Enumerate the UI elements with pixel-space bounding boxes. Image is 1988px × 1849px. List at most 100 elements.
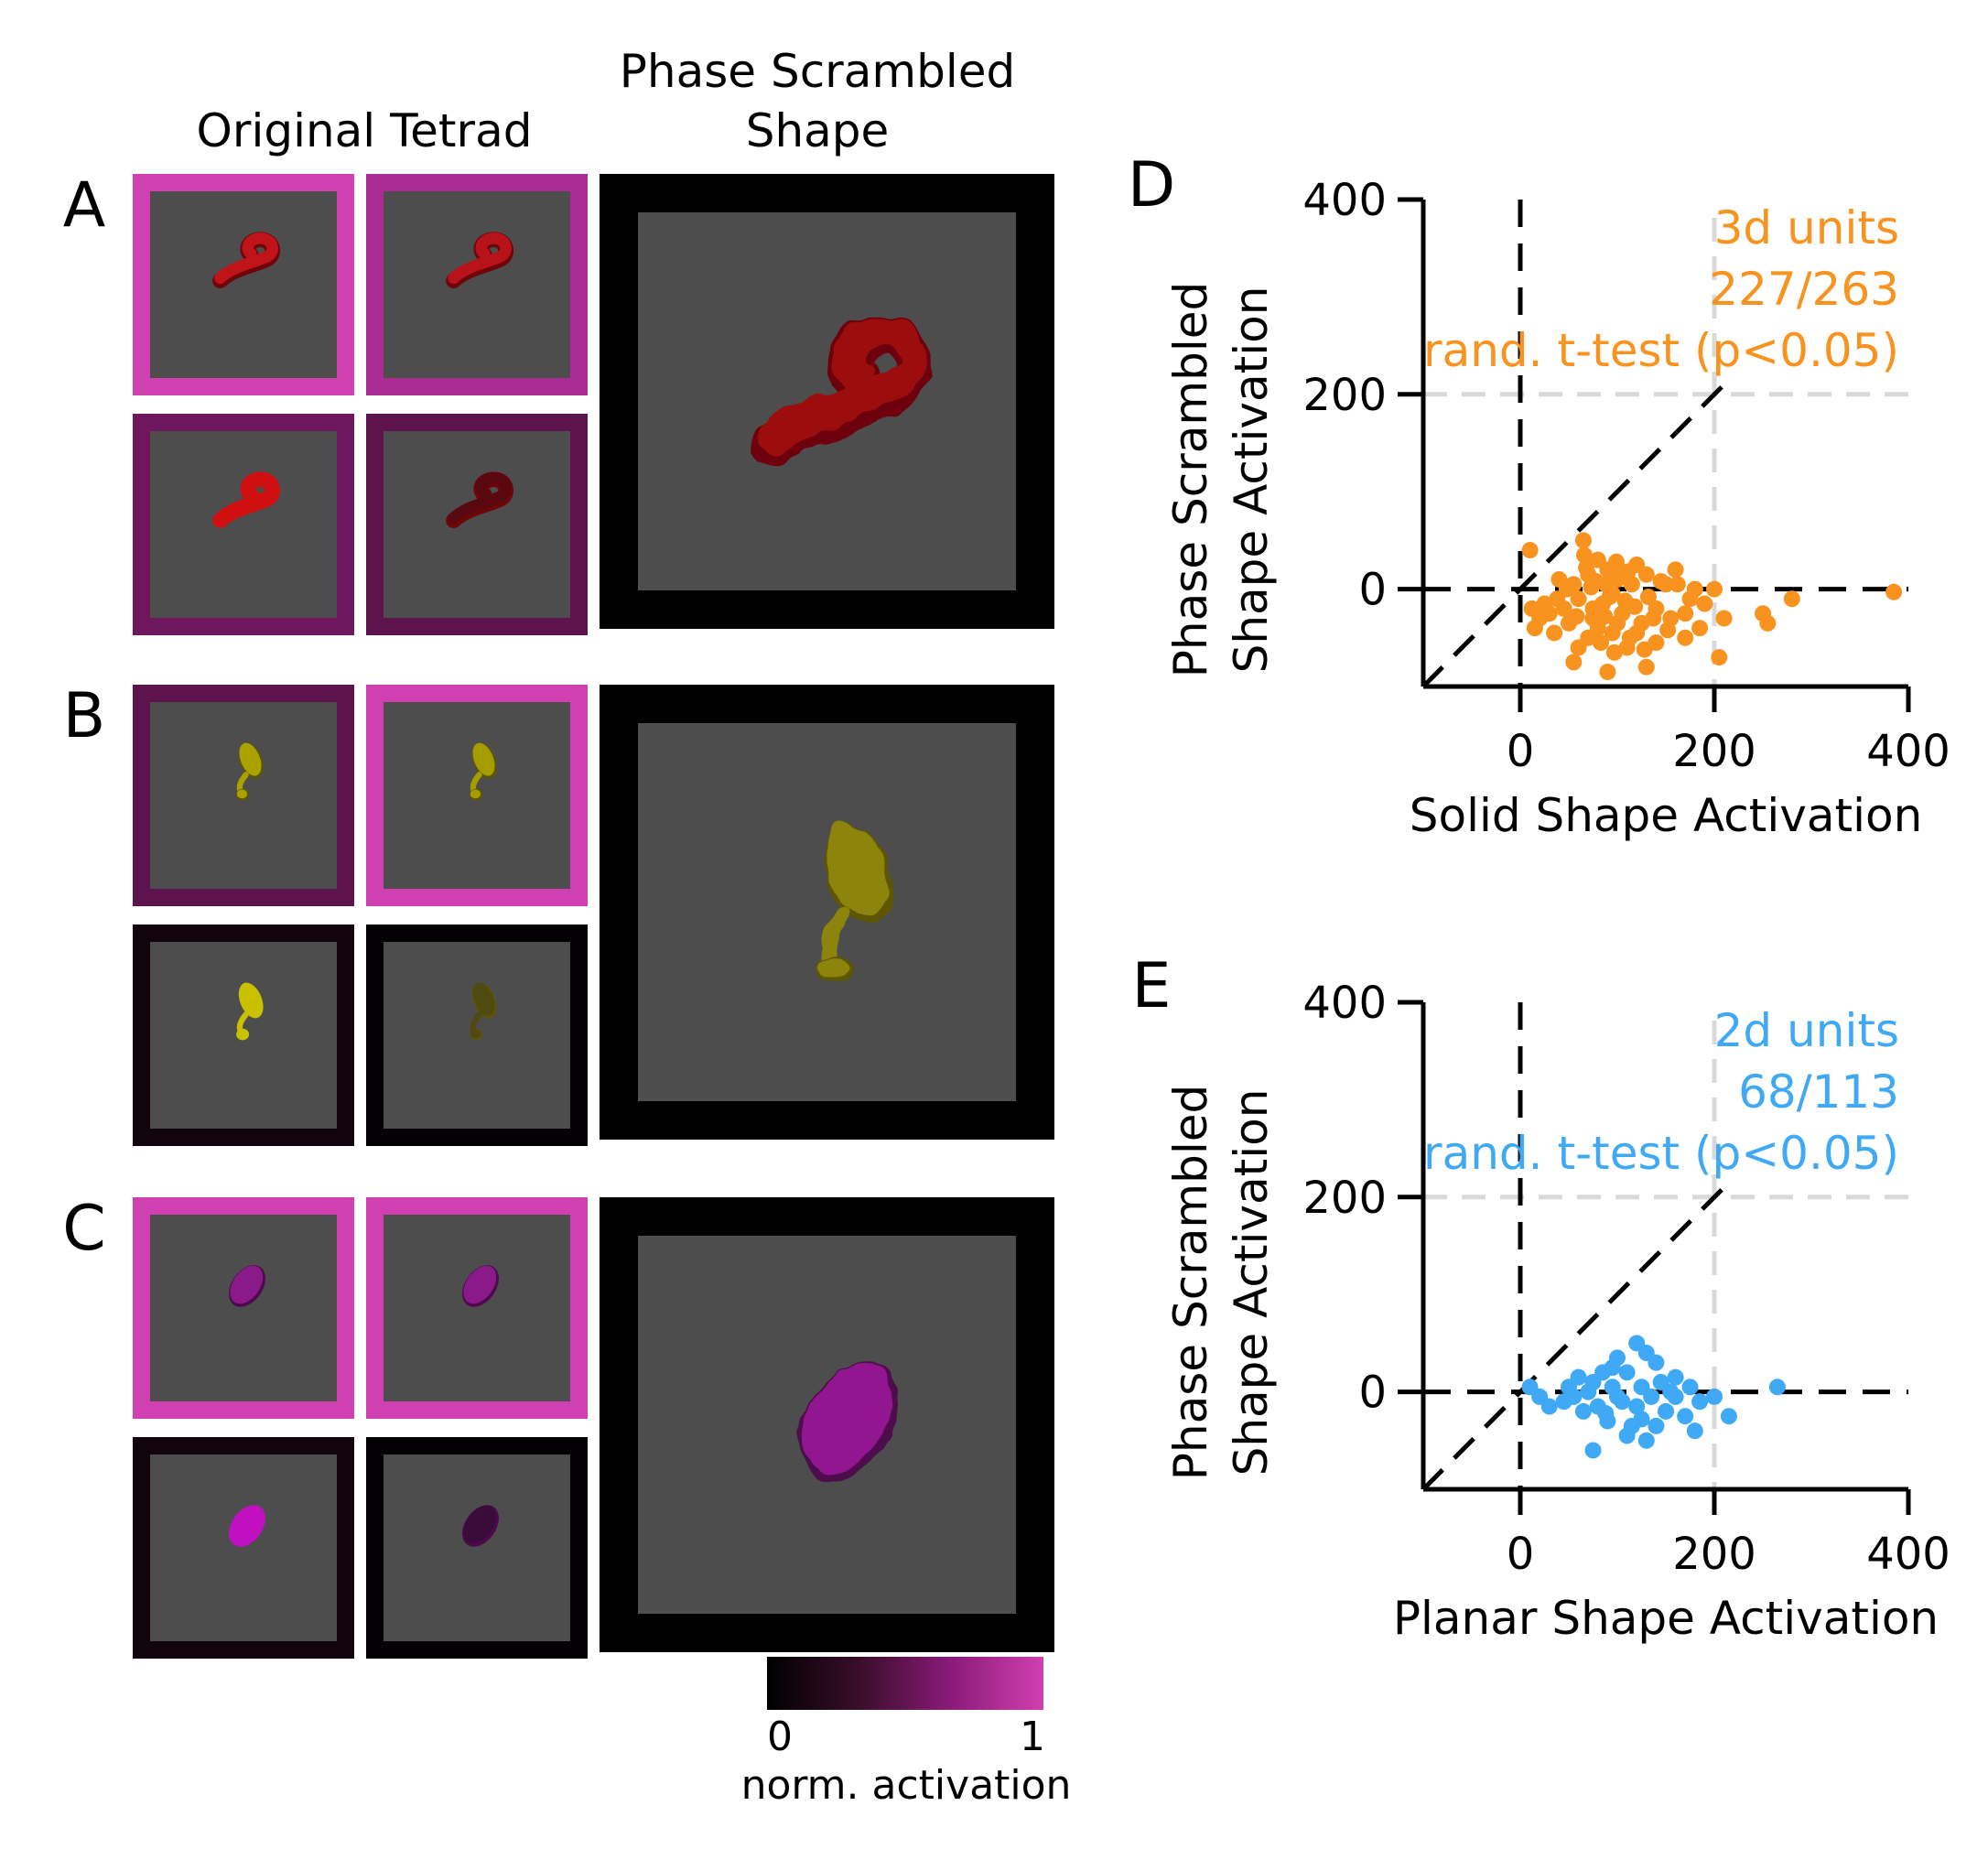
identity-line <box>1421 1185 1726 1491</box>
scatter-point <box>1583 578 1600 596</box>
tile-object <box>470 982 497 1041</box>
scatter-point <box>1570 590 1587 608</box>
panel-letter-c: C <box>62 1193 105 1265</box>
scatter-point <box>1667 1368 1684 1386</box>
scatter-point <box>1648 1417 1665 1434</box>
scatter-point <box>1574 1402 1592 1420</box>
scatter-point <box>1575 546 1593 564</box>
scatter-points <box>1521 532 1903 681</box>
y-axis-label-line1: Phase Scrambled <box>1164 282 1217 677</box>
scatter-point <box>1604 1359 1621 1376</box>
panel-letter-d: D <box>1128 149 1175 222</box>
scatter-point <box>1619 563 1637 580</box>
scatter-point <box>1645 610 1662 627</box>
scatter-point <box>1628 1398 1646 1415</box>
scatter-panel-e: E 0 200 400 0 200 400 Planar Shape Activation Ph… <box>1132 950 1950 1645</box>
tile-background <box>384 1454 570 1641</box>
annotation-line-3: rand. t-test (p<0.05) <box>1423 324 1899 377</box>
tetrad-tile <box>133 924 354 1146</box>
annotation-line-2: 227/263 <box>1709 263 1899 316</box>
tile-background <box>384 431 570 618</box>
tetrad-tile <box>133 414 354 635</box>
tetrad-tile <box>366 924 588 1146</box>
colorbar-label: norm. activation <box>741 1762 1072 1809</box>
tile-object <box>236 742 264 801</box>
panel-letter-a: A <box>63 169 106 242</box>
header-phase-scrambled-line1: Phase Scrambled <box>620 45 1015 98</box>
scatter-point <box>1677 1408 1694 1425</box>
scatter-points <box>1521 1335 1786 1459</box>
scatter-point <box>1618 1364 1636 1381</box>
scrambled-background <box>638 723 1016 1101</box>
scatter-point <box>1546 624 1563 642</box>
scrambled-object <box>796 1365 897 1478</box>
scatter-point <box>1521 542 1539 559</box>
scatter-point <box>1609 614 1626 632</box>
scatter-point <box>1677 629 1694 646</box>
tetrad-tile <box>366 414 588 635</box>
tetrad-tile <box>366 174 588 395</box>
scatter-point <box>1596 608 1614 625</box>
scatter-point <box>1885 583 1903 600</box>
tetrad-tile <box>133 1437 354 1659</box>
panel-letter-e: E <box>1132 950 1172 1022</box>
tetrad-row-b: B <box>63 680 1054 1146</box>
scatter-point <box>1597 1405 1615 1422</box>
scatter-point <box>1759 614 1777 632</box>
scrambled-tile <box>600 174 1054 629</box>
scatter-point <box>1599 664 1616 681</box>
y-tick-label: 400 <box>1302 175 1387 226</box>
scatter-point <box>1584 600 1602 617</box>
colorbar: 0 1 norm. activation <box>741 1657 1072 1809</box>
scatter-point <box>1686 1422 1703 1440</box>
identity-line <box>1421 383 1726 688</box>
scatter-point <box>1526 620 1543 637</box>
scatter-point <box>1565 654 1583 671</box>
colorbar-min-label: 0 <box>767 1714 793 1760</box>
scatter-point <box>1633 1411 1650 1428</box>
tile-object <box>470 742 497 801</box>
x-tick-label: 0 <box>1507 1529 1535 1580</box>
scatter-point <box>1540 1398 1558 1415</box>
scatter-point <box>1592 634 1609 652</box>
tile-object <box>229 1265 265 1307</box>
scatter-point <box>1667 561 1684 578</box>
tile-background <box>150 431 337 618</box>
x-tick-label: 400 <box>1866 1529 1950 1580</box>
scatter-point <box>1570 639 1587 656</box>
tile-object <box>446 232 513 288</box>
scatter-point <box>1609 1388 1626 1405</box>
scatter-point <box>1574 532 1592 549</box>
colorbar-gradient <box>767 1657 1043 1710</box>
scatter-point <box>1696 595 1713 612</box>
tetrad-tile <box>133 685 354 906</box>
scatter-panels: D 0 200 400 0 200 400 Solid Shape Activation Pha… <box>1128 149 1950 1645</box>
tile-background <box>150 1454 337 1641</box>
tetrad-tile <box>366 1437 588 1659</box>
scatter-point <box>1607 553 1625 570</box>
tile-object <box>236 982 264 1041</box>
y-axis-label-line1: Phase Scrambled <box>1164 1085 1217 1480</box>
x-tick-label: 400 <box>1866 726 1950 777</box>
y-tick-label: 200 <box>1302 370 1387 421</box>
tetrad-tile <box>133 1197 354 1419</box>
colorbar-max-label: 1 <box>1020 1714 1045 1760</box>
scatter-point <box>1669 576 1686 593</box>
annotation-line-1: 3d units <box>1714 201 1899 254</box>
x-tick-label: 200 <box>1672 1529 1756 1580</box>
annotation-line-1: 2d units <box>1714 1004 1899 1057</box>
scrambled-tile <box>600 685 1054 1140</box>
scatter-point <box>1706 1388 1723 1405</box>
tile-object <box>212 471 280 528</box>
tetrad-tile <box>366 685 588 906</box>
y-tick-label: 0 <box>1358 565 1387 616</box>
scatter-point <box>1652 573 1669 590</box>
scatter-point <box>1568 608 1585 625</box>
y-axis-label-line2: Shape Activation <box>1225 1089 1278 1476</box>
tetrad-tile <box>133 174 354 395</box>
scatter-point <box>1618 1427 1636 1444</box>
scatter-point <box>1584 1442 1602 1459</box>
scatter-point <box>1601 589 1618 606</box>
scatter-point <box>1623 576 1640 593</box>
tile-object <box>446 471 513 528</box>
